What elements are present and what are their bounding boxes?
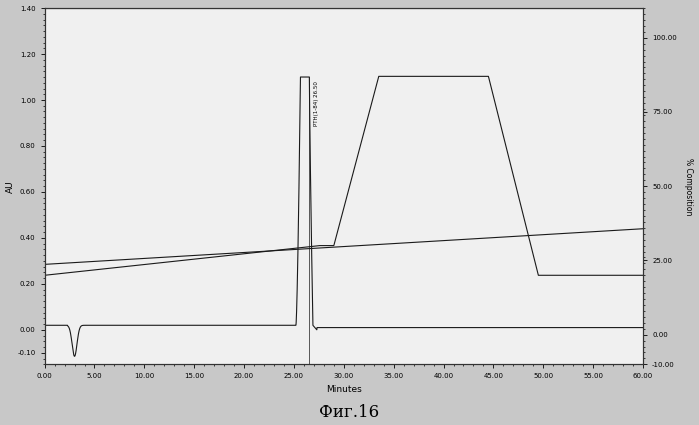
Y-axis label: % Composition: % Composition [684, 158, 693, 215]
Text: Фиг.16: Фиг.16 [319, 404, 380, 421]
Y-axis label: AU: AU [6, 180, 15, 193]
Text: PTH(1-84) 26.50: PTH(1-84) 26.50 [314, 82, 319, 127]
X-axis label: Minutes: Minutes [326, 385, 361, 394]
